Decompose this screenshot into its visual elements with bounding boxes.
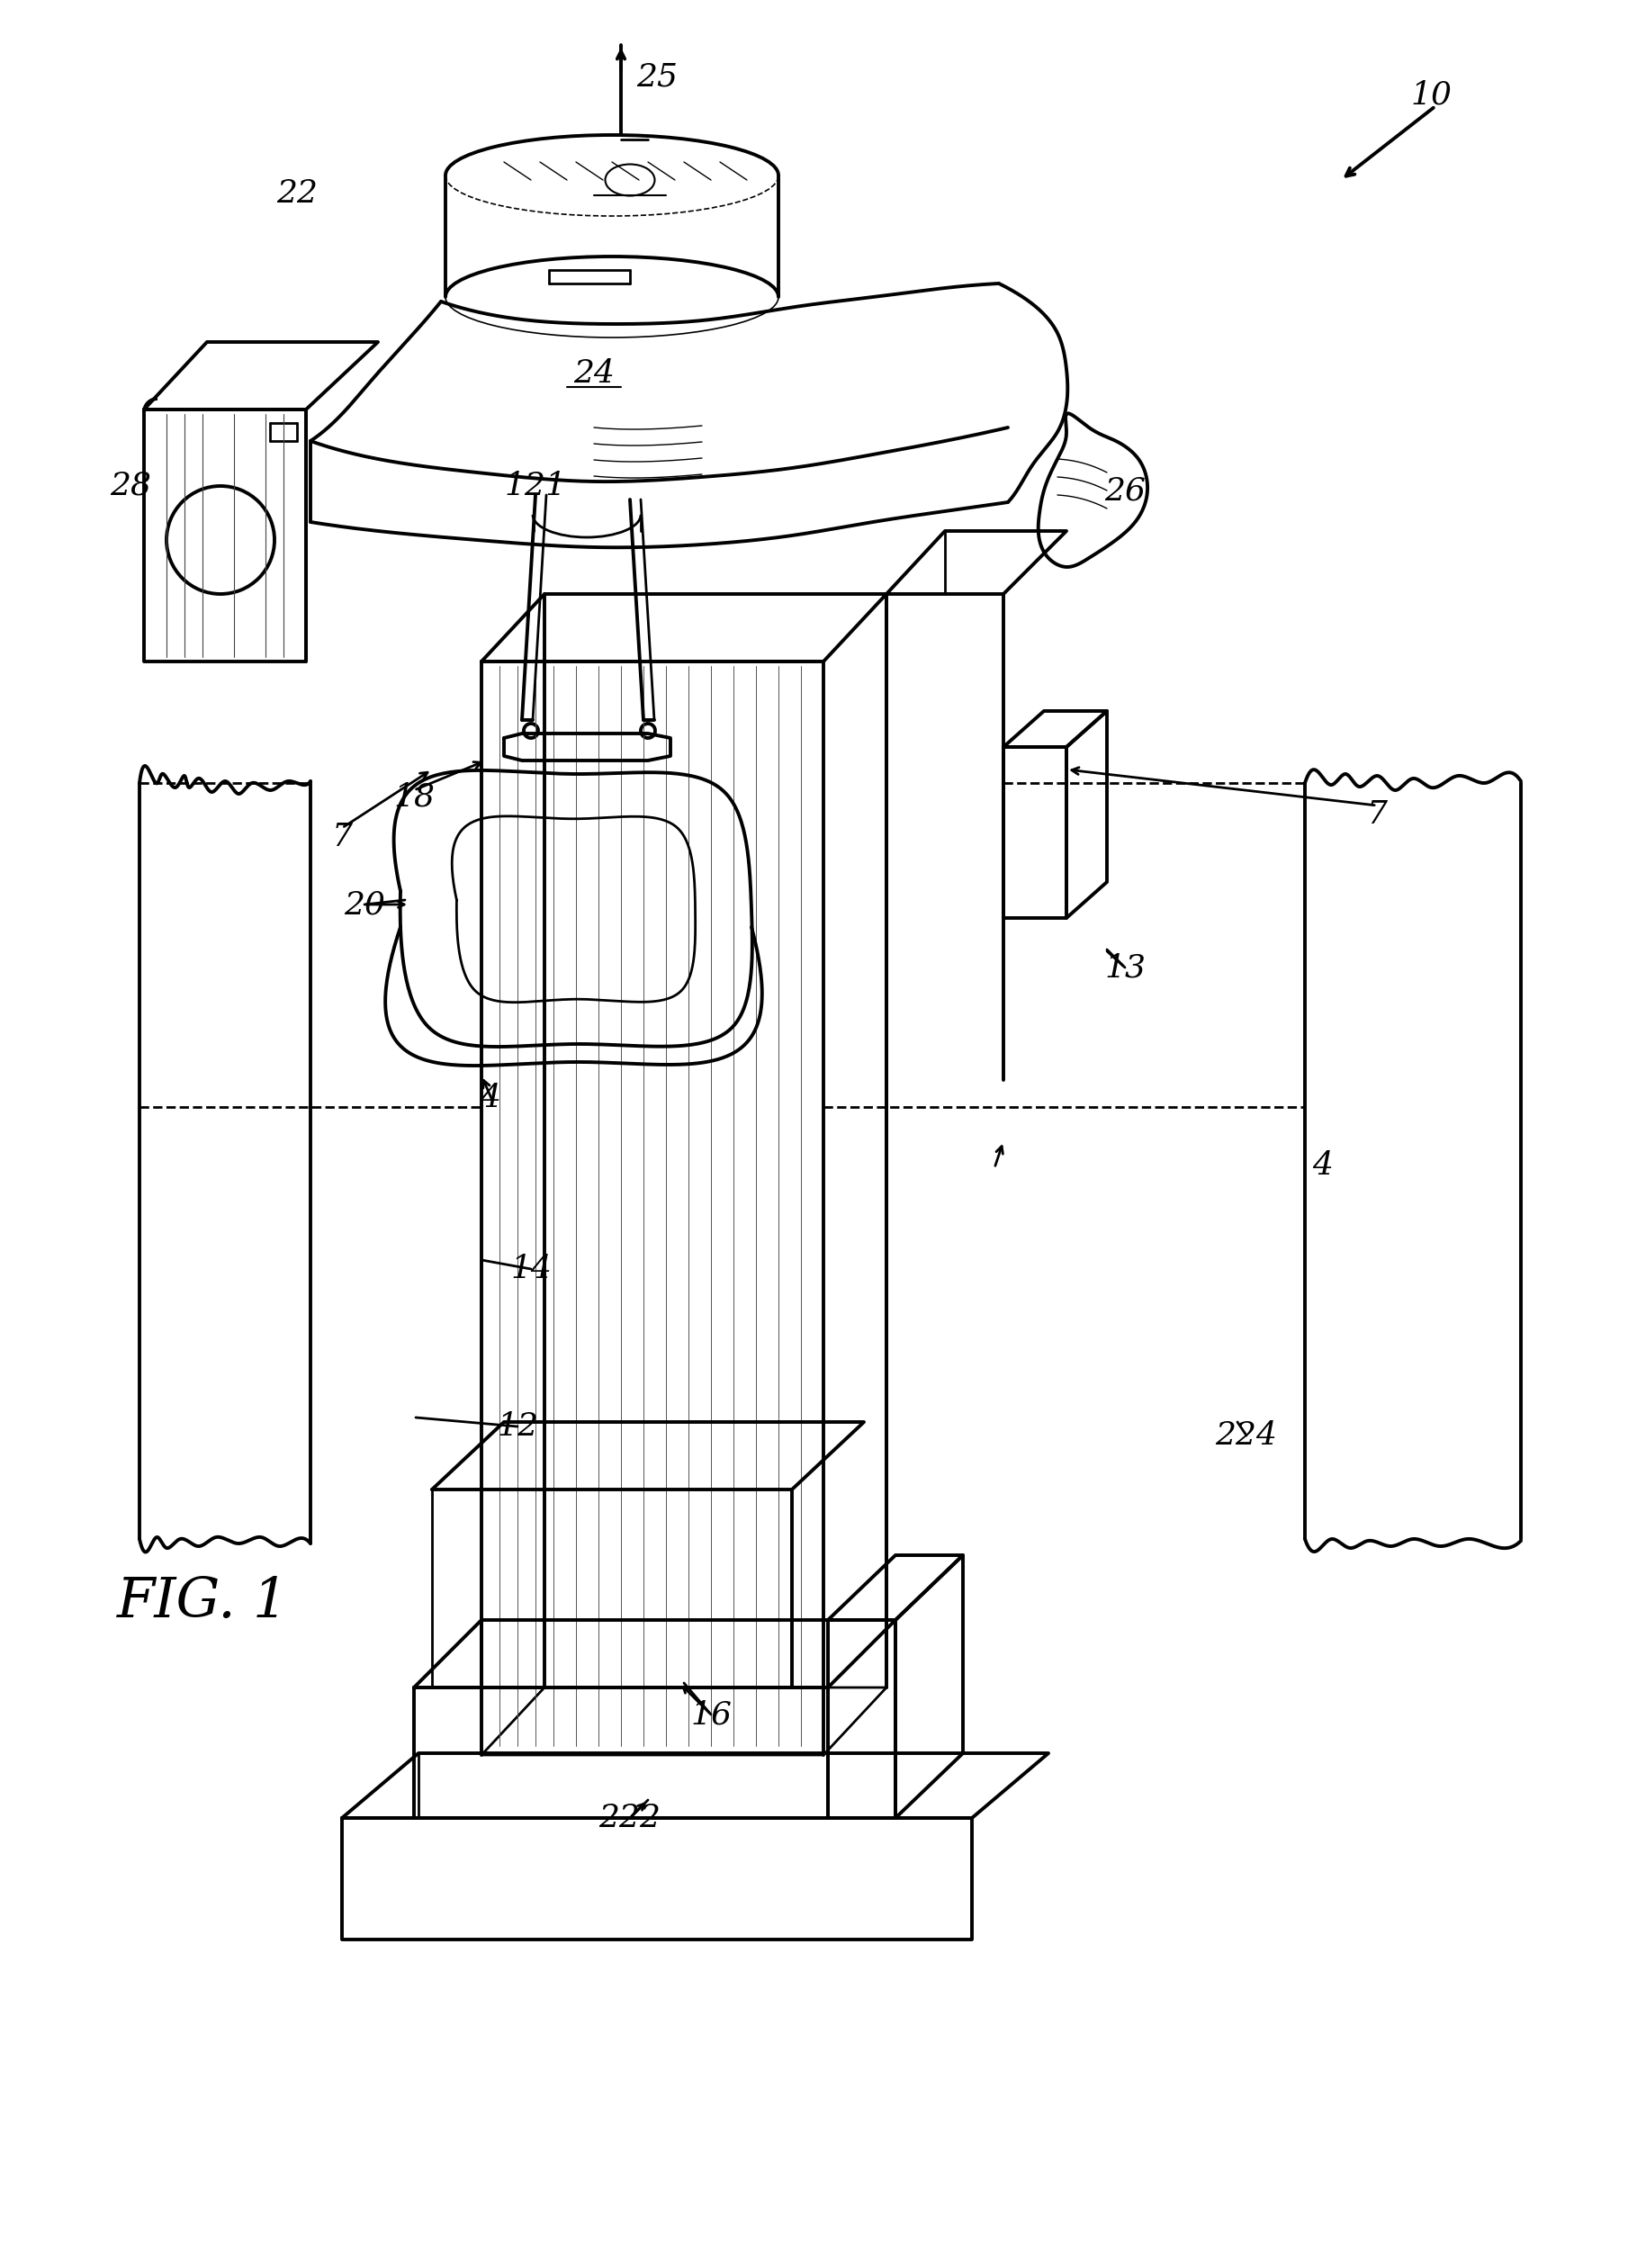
Text: 22: 22	[277, 179, 318, 209]
Text: 7: 7	[1366, 798, 1388, 830]
Text: 26: 26	[1104, 476, 1146, 506]
Text: FIG. 1: FIG. 1	[117, 1574, 288, 1628]
Text: 28: 28	[110, 472, 151, 501]
Text: 25: 25	[637, 61, 678, 91]
Text: 224: 224	[1215, 1420, 1277, 1452]
Text: 24: 24	[573, 358, 614, 388]
Text: 10: 10	[1411, 79, 1452, 109]
Text: 7: 7	[331, 821, 352, 853]
Text: 121: 121	[504, 472, 566, 501]
Text: 4: 4	[481, 1082, 500, 1114]
Text: 4: 4	[1312, 1150, 1333, 1182]
Text: 14: 14	[510, 1254, 551, 1284]
Text: 16: 16	[690, 1699, 732, 1730]
Text: 12: 12	[497, 1411, 538, 1442]
Text: 18: 18	[393, 780, 435, 812]
Text: 20: 20	[344, 889, 385, 921]
Text: 13: 13	[1104, 953, 1146, 982]
Text: 222: 222	[599, 1803, 662, 1833]
